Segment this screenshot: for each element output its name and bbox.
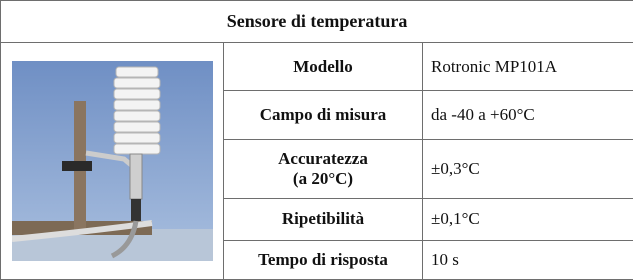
page: {"header": {"title": "Sensore di tempera… xyxy=(0,0,633,280)
value-cell: Rotronic MP101A xyxy=(423,43,633,91)
table-title: Sensore di temperatura xyxy=(1,1,633,43)
value-cell: da -40 a +60°C xyxy=(423,91,633,140)
value-cell: 10 s xyxy=(423,240,633,279)
value-cell: ±0,3°C xyxy=(423,140,633,198)
label-cell: Ripetibilità xyxy=(224,198,423,240)
label-cell: Modello xyxy=(224,43,423,91)
label-cell: Accuratezza (a 20°C) xyxy=(224,140,423,198)
label-cell: Campo di misura xyxy=(224,91,423,140)
photo-cell xyxy=(1,43,224,280)
label-cell: Tempo di risposta xyxy=(224,240,423,279)
sensor-photo xyxy=(12,61,213,261)
row: Modello Rotronic MP101A xyxy=(1,43,633,91)
title-row: Sensore di temperatura xyxy=(1,1,633,43)
sensor-table: Sensore di temperatura xyxy=(0,0,633,280)
value-cell: ±0,1°C xyxy=(423,198,633,240)
